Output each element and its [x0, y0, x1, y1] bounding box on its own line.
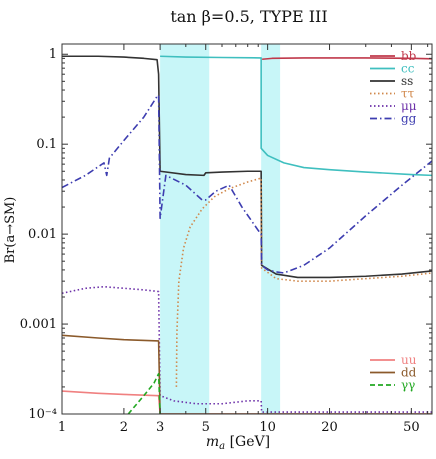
legend-label: uu [401, 353, 417, 367]
y-axis-ticks: 10⁻⁴ 0.001 0.01 0.1 1 [20, 47, 432, 422]
x-axis-label-text: ma [GeV] [206, 434, 270, 452]
y-tick-label: 1 [49, 47, 57, 62]
x-tick-label: 5 [202, 420, 210, 435]
y-tick-label: 10⁻⁴ [28, 407, 57, 422]
series-layer [62, 55, 432, 414]
x-label-unit: [GeV] [225, 434, 270, 450]
legend-label: gg [401, 112, 417, 126]
y-tick-label: 0.1 [36, 137, 57, 152]
series-line-9 [127, 372, 161, 414]
legend-label: cc [401, 62, 415, 76]
plot-frame [61, 43, 433, 415]
y-tick-label: 0.01 [28, 227, 57, 242]
y-tick-label: 0.001 [20, 317, 57, 332]
x-tick-label: 10 [259, 420, 276, 435]
legend-label: ττ [401, 87, 415, 101]
series-line-5 [62, 285, 432, 413]
series-line-6 [62, 94, 432, 274]
shaded-regions [160, 44, 281, 414]
series-line-1 [262, 57, 432, 61]
series-line-8 [62, 334, 432, 414]
x-label-symbol: m [206, 434, 219, 450]
x-tick-label: 3 [156, 420, 164, 435]
x-tick-label: 1 [58, 420, 66, 435]
legend-label: bb [401, 49, 417, 63]
x-tick-label: 50 [403, 420, 420, 435]
x-axis-label: ma [GeV] [206, 434, 270, 452]
x-tick-label: 20 [321, 420, 338, 435]
shaded-region-2 [261, 44, 281, 414]
y-axis-label: Br(a→SM) [3, 197, 18, 264]
shaded-region-1 [160, 44, 210, 414]
x-label-subscript: a [219, 441, 225, 452]
series-line-3 [62, 55, 432, 279]
series-line-7 [62, 390, 432, 414]
legend-label: γγ [401, 378, 415, 392]
x-tick-label: 2 [120, 420, 128, 435]
chart-title: tan β=0.5, TYPE III [170, 7, 327, 26]
series-line-2 [160, 55, 432, 177]
legend-label: ss [401, 74, 413, 88]
x-axis-ticks: 1 2 3 5 10 20 50 [58, 44, 429, 435]
legend-label: dd [401, 366, 417, 380]
series-line-4 [175, 177, 432, 387]
legend-label: μμ [401, 99, 417, 113]
